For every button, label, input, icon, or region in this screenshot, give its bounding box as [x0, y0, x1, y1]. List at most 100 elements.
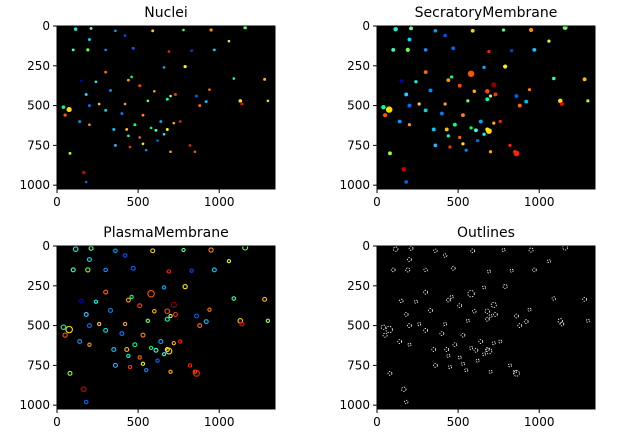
cell-outline	[523, 319, 529, 324]
cell-label	[172, 121, 176, 125]
cell-outline	[488, 369, 493, 374]
cell-membrane	[80, 386, 87, 393]
outlines-objects	[380, 246, 590, 405]
cell-membrane	[108, 308, 114, 313]
cell-outline	[404, 399, 409, 405]
cell-label	[433, 143, 438, 148]
cell-outline	[582, 297, 587, 302]
cell-membrane	[65, 325, 73, 334]
cell-membrane	[262, 296, 268, 302]
cell-label	[552, 76, 556, 81]
cell-label	[190, 49, 193, 52]
cell-outline	[390, 267, 396, 273]
cell-outline	[488, 314, 493, 319]
cell-label	[133, 123, 137, 127]
secratory-membrane-image	[377, 26, 595, 189]
y-tick-label: 250	[347, 279, 370, 293]
cell-membrane	[83, 399, 89, 405]
cell-label	[127, 134, 130, 138]
cell-label	[488, 94, 493, 98]
cell-outline	[551, 296, 556, 301]
cell-outline	[464, 368, 469, 373]
cell-outline	[380, 324, 387, 330]
cell-label	[461, 142, 465, 146]
cell-label	[452, 122, 457, 127]
cell-label	[446, 78, 451, 83]
cell-membrane	[203, 319, 209, 325]
cell-membrane	[145, 318, 151, 323]
cell-label	[169, 150, 172, 154]
cell-membrane	[129, 294, 134, 300]
x-tick-label: 0	[53, 415, 61, 429]
cell-label	[486, 128, 492, 134]
cell-label	[559, 102, 564, 106]
cell-label	[243, 26, 247, 30]
cell-outline	[457, 355, 462, 360]
plasma-membrane-image	[57, 246, 275, 409]
cell-outline	[467, 290, 475, 298]
cell-label	[404, 92, 409, 97]
cell-membrane	[103, 327, 109, 333]
cell-membrane	[182, 283, 188, 290]
cell-label	[469, 126, 473, 130]
cell-membrane	[127, 364, 133, 370]
cell-label	[414, 80, 418, 84]
cell-outline	[484, 347, 490, 352]
cell-outline	[502, 284, 508, 290]
cell-label	[439, 111, 444, 116]
cell-membrane	[93, 299, 99, 304]
cell-label	[487, 49, 491, 54]
cell-label	[66, 107, 72, 113]
cell-label	[73, 27, 78, 31]
cell-outline	[382, 332, 388, 338]
x-tick-label: 1000	[524, 195, 555, 209]
cell-label	[94, 80, 98, 83]
cell-label	[586, 99, 590, 103]
cell-label	[467, 70, 475, 77]
cell-label	[240, 102, 244, 106]
cell-label	[582, 77, 587, 82]
cell-label	[212, 48, 216, 52]
cell-outline	[562, 246, 568, 251]
cell-membrane	[168, 369, 173, 374]
cell-label	[532, 47, 537, 52]
nuclei-objects	[61, 26, 270, 184]
y-tick-label: 500	[347, 319, 370, 333]
x-tick-label: 1000	[204, 415, 235, 429]
cell-label	[78, 120, 82, 123]
cell-label	[204, 100, 208, 104]
cell-outline	[546, 259, 551, 264]
cell-outline	[493, 312, 498, 317]
cell-label	[128, 145, 132, 149]
cell-outline	[517, 323, 523, 328]
cell-label	[409, 26, 414, 31]
cell-membrane	[137, 303, 143, 309]
cell-outline	[392, 246, 399, 252]
cell-membrane	[207, 307, 212, 312]
cell-outline	[509, 268, 514, 273]
cell-membrane	[239, 321, 245, 327]
cell-membrane	[85, 267, 91, 273]
cell-membrane	[170, 301, 177, 308]
plasma-membrane-objects	[60, 246, 271, 405]
cell-label	[169, 94, 172, 98]
cell-label	[61, 105, 66, 109]
cell-outline	[482, 285, 487, 290]
cell-label	[173, 93, 177, 96]
cell-label	[527, 88, 532, 92]
cell-membrane	[231, 296, 237, 301]
x-tick-label: 500	[447, 415, 470, 429]
cell-label	[393, 26, 398, 32]
cell-outline	[443, 322, 448, 326]
cell-membrane	[193, 313, 199, 319]
secratory-membrane-objects	[381, 26, 590, 184]
cell-label	[407, 103, 412, 108]
cell-membrane	[158, 339, 164, 344]
cell-outline	[527, 307, 532, 312]
cell-label	[167, 50, 171, 53]
cell-outline	[514, 313, 519, 319]
cell-label	[493, 92, 498, 97]
cell-membrane	[87, 342, 92, 347]
cell-label	[156, 139, 159, 142]
cell-label	[443, 102, 447, 106]
